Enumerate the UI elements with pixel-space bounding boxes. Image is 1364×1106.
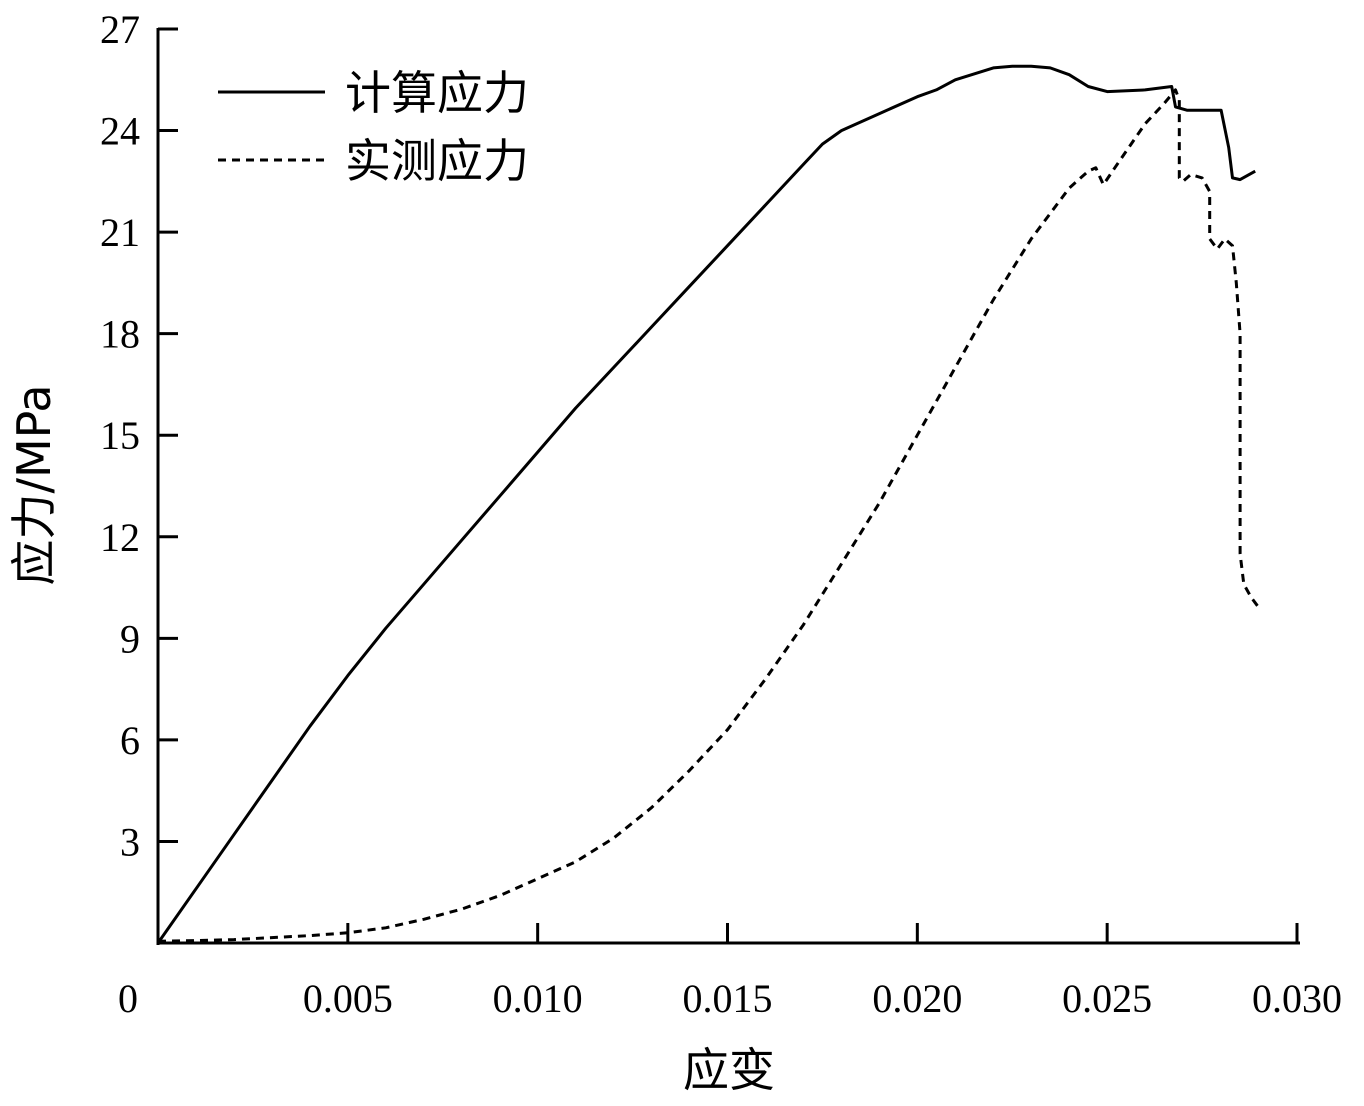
legend-label-measured: 实测应力 (345, 134, 529, 188)
x-tick-label: 0.030 (1252, 976, 1342, 1021)
x-axis-ticks: 0 0.005 0.010 0.015 0.020 0.025 0.030 (118, 923, 1342, 1021)
y-tick-label: 9 (120, 616, 140, 661)
x-tick-label: 0.015 (683, 976, 773, 1021)
series-line-measured (157, 88, 1261, 943)
y-tick-label: 24 (100, 109, 140, 154)
y-tick-label: 6 (120, 718, 140, 763)
plot-area: 0 0.005 0.010 0.015 0.020 0.025 0.030 3 6 9 12 15 1… (100, 7, 1342, 1021)
y-tick-label: 18 (100, 312, 140, 357)
x-tick-label: 0.025 (1062, 976, 1152, 1021)
y-tick-label: 3 (120, 819, 140, 864)
x-axis-title: 应变 (683, 1043, 775, 1097)
legend: 计算应力 实测应力 (218, 66, 529, 188)
x-tick-label: 0.020 (872, 976, 962, 1021)
series-layer (156, 64, 1261, 944)
x-tick-label: 0.005 (303, 976, 393, 1021)
y-axis-title: 应力/MPa (7, 384, 61, 585)
y-axis-ticks: 3 6 9 12 15 18 21 24 27 (100, 7, 178, 864)
y-tick-label: 12 (100, 515, 140, 560)
y-tick-label: 27 (100, 7, 140, 52)
x-tick-label: 0.010 (493, 976, 583, 1021)
series-line-computed (156, 64, 1256, 944)
legend-label-computed: 计算应力 (345, 66, 529, 120)
y-tick-label: 15 (100, 413, 140, 458)
x-tick-label: 0 (118, 976, 138, 1021)
y-tick-label: 21 (100, 210, 140, 255)
